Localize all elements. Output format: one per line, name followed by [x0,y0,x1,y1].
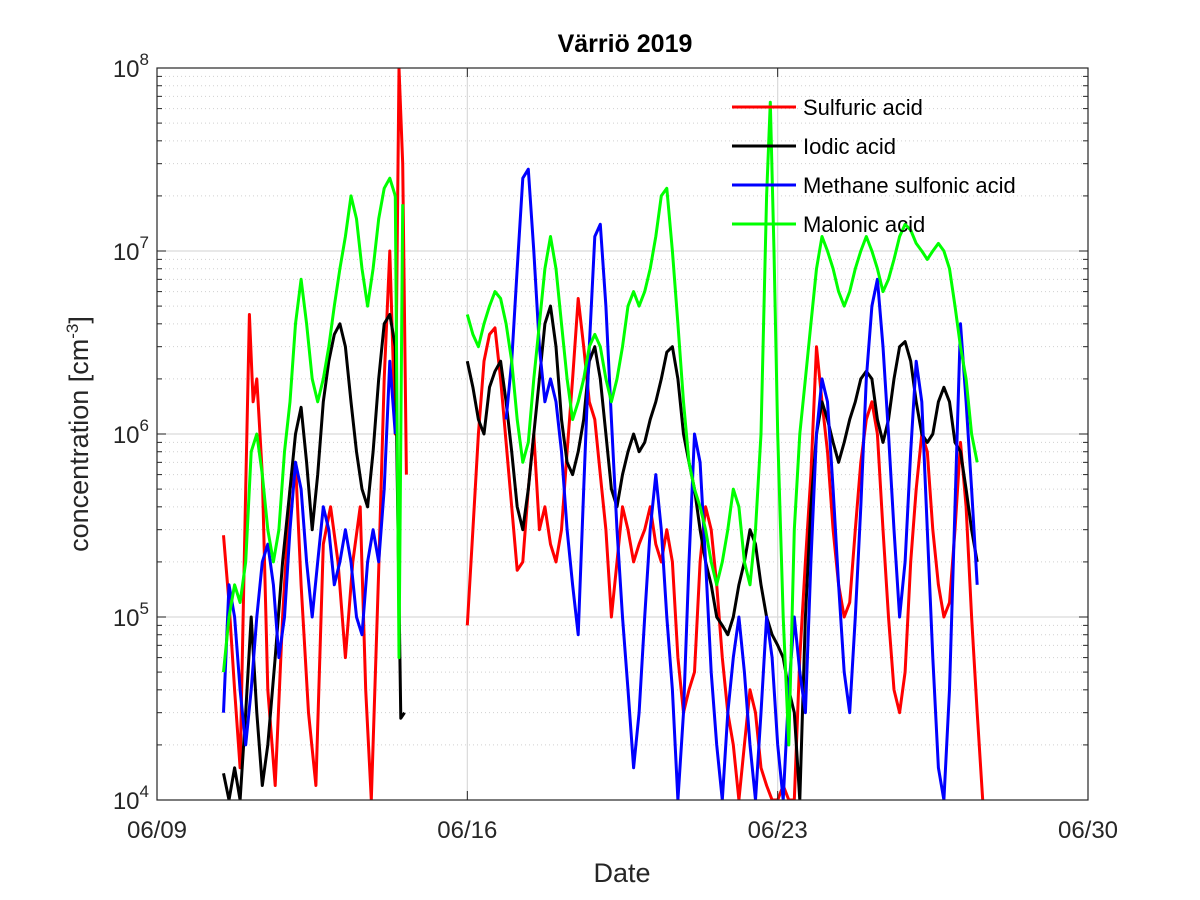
axis-ticks [156,67,1089,801]
y-tick-exponent: 7 [140,233,149,252]
series-0 [222,68,985,800]
series-line [465,100,979,747]
y-tick-exponent: 5 [140,599,149,618]
series-line [465,297,985,800]
chart-title: Värriö 2019 [558,30,693,58]
series-line [504,167,979,800]
y-tick-base: 10 [113,422,140,449]
y-axis-label-suffix: ] [64,316,94,324]
plot-clip [222,68,985,800]
series-line [222,359,397,747]
series-line [222,68,408,800]
y-tick-label: 106 [113,416,149,449]
legend-label: Malonic acid [803,212,925,237]
series-line [465,304,979,800]
legend-label: Iodic acid [803,134,896,159]
legend-label: Sulfuric acid [803,95,923,120]
x-tick-label: 06/30 [1058,817,1118,844]
series-line [222,176,405,673]
y-tick-label: 105 [113,599,149,632]
series-3 [222,100,979,747]
y-axis-label-exponent: -3 [63,324,82,339]
y-tick-exponent: 6 [140,416,149,435]
y-tick-exponent: 8 [140,50,149,69]
legend-label: Methane sulfonic acid [803,173,1016,198]
series-layer [222,68,985,800]
y-tick-base: 10 [113,239,140,266]
y-axis-label-main: concentration [cm [64,339,94,552]
x-tick-label: 06/16 [437,817,497,844]
x-tick-label: 06/09 [127,817,187,844]
y-axis-label: concentration [cm-3] [63,316,94,552]
y-tick-exponent: 4 [140,782,149,801]
x-axis-label: Date [593,858,650,888]
legend: Sulfuric acid Iodic acid Methane sulfonic … [732,95,1016,237]
y-tick-base: 10 [113,605,140,632]
series-2 [222,167,979,800]
x-tick-label: 06/23 [748,817,808,844]
y-tick-base: 10 [113,788,140,815]
y-tick-label: 107 [113,233,149,266]
y-tick-label: 108 [113,50,149,83]
x-tick-labels: 06/09 06/16 06/23 06/30 [127,817,1118,844]
y-tick-label: 104 [113,782,149,815]
y-tick-base: 10 [113,56,140,83]
